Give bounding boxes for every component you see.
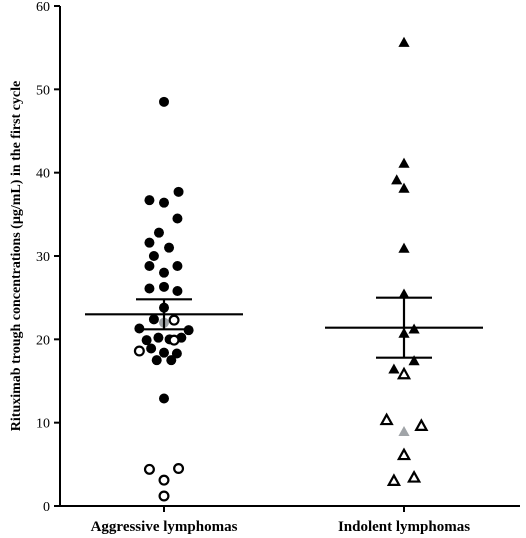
data-point bbox=[171, 348, 182, 359]
data-point bbox=[144, 195, 155, 206]
y-axis-label: Rituximab trough concentrations (µg/mL) … bbox=[9, 81, 24, 431]
x-category-label: Indolent lymphomas bbox=[338, 519, 470, 535]
data-point bbox=[386, 473, 401, 486]
y-tick-label: 60 bbox=[36, 0, 50, 15]
data-point bbox=[143, 463, 155, 475]
data-point bbox=[398, 242, 410, 253]
data-point bbox=[407, 469, 422, 483]
data-point bbox=[148, 314, 159, 325]
data-point bbox=[153, 227, 164, 238]
data-point bbox=[172, 261, 183, 271]
data-point bbox=[133, 345, 145, 357]
data-point bbox=[144, 237, 155, 248]
data-point bbox=[159, 197, 169, 208]
data-point bbox=[158, 490, 170, 502]
y-axis: 0 10 20 30 40 50 60 bbox=[36, 0, 61, 515]
mean-error-bars bbox=[85, 296, 483, 359]
data-point bbox=[391, 174, 403, 185]
data-point bbox=[153, 332, 164, 343]
data-point bbox=[148, 251, 159, 261]
data-point bbox=[396, 447, 412, 461]
data-point bbox=[414, 418, 429, 431]
data-point bbox=[141, 335, 152, 346]
data-point bbox=[173, 186, 184, 197]
y-tick-label: 40 bbox=[36, 167, 50, 182]
data-point bbox=[158, 474, 170, 486]
y-tick-label: 0 bbox=[43, 500, 50, 515]
y-tick-label: 30 bbox=[36, 250, 50, 265]
data-point bbox=[168, 334, 180, 346]
data-point bbox=[173, 463, 185, 475]
x-category-label: Aggressive lymphomas bbox=[91, 519, 238, 535]
data-point bbox=[146, 343, 157, 354]
data-point bbox=[144, 283, 155, 294]
data-point bbox=[398, 288, 410, 299]
data-point bbox=[159, 393, 169, 404]
data-point bbox=[159, 281, 169, 292]
data-point bbox=[159, 96, 169, 107]
data-point bbox=[408, 355, 420, 366]
data-point bbox=[159, 267, 169, 278]
data-point bbox=[398, 182, 410, 193]
data-point bbox=[164, 242, 175, 253]
data-point bbox=[388, 363, 400, 374]
data-point bbox=[396, 366, 412, 380]
data-point bbox=[144, 261, 155, 271]
data-point bbox=[398, 36, 410, 47]
data-point bbox=[168, 314, 180, 326]
data-point bbox=[172, 213, 183, 224]
y-tick-label: 20 bbox=[36, 333, 50, 348]
data-point bbox=[159, 347, 169, 358]
y-tick-label: 10 bbox=[36, 417, 50, 432]
y-tick-label: 50 bbox=[36, 83, 50, 98]
data-points bbox=[133, 36, 429, 502]
data-point bbox=[379, 412, 394, 426]
x-axis: Aggressive lymphomas Indolent lymphomas bbox=[60, 505, 520, 535]
data-point bbox=[151, 355, 162, 366]
data-point bbox=[166, 355, 177, 366]
data-point bbox=[172, 286, 183, 296]
data-point bbox=[398, 157, 410, 168]
data-point bbox=[398, 425, 410, 437]
